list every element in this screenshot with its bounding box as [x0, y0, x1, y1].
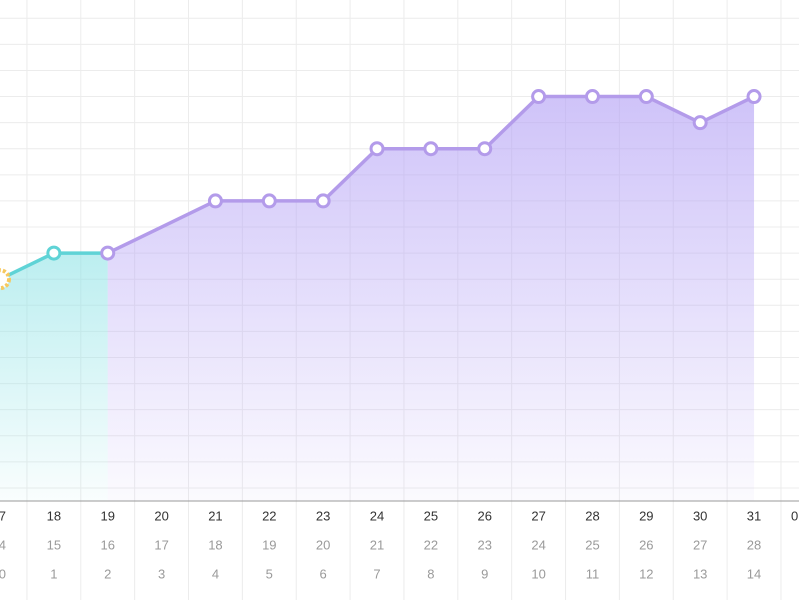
x-tick-label: 7 — [0, 508, 6, 523]
x-tick-label: 30 — [693, 508, 707, 523]
x-tick-label: 5 — [266, 566, 273, 581]
point — [746, 89, 762, 105]
x-tick-label: 23 — [316, 508, 330, 523]
x-tick-label: 26 — [478, 508, 492, 523]
x-tick-label: 27 — [693, 537, 707, 552]
point — [638, 89, 654, 105]
x-tick-label: 22 — [424, 537, 438, 552]
x-tick-label: 12 — [639, 566, 653, 581]
x-tick-label: 20 — [154, 508, 168, 523]
x-tick-label: 17 — [154, 537, 168, 552]
point — [261, 193, 277, 209]
x-tick-label: 4 — [212, 566, 219, 581]
point — [46, 245, 62, 261]
x-tick-label: 28 — [747, 537, 761, 552]
x-tick-label: 27 — [531, 508, 545, 523]
x-tick-label: 9 — [481, 566, 488, 581]
x-tick-label: 28 — [585, 508, 599, 523]
x-tick-label: 20 — [316, 537, 330, 552]
x-tick-label: 1 — [50, 566, 57, 581]
x-tick-label: 25 — [424, 508, 438, 523]
x-tick-label: 16 — [100, 537, 114, 552]
x-tick-label: 26 — [639, 537, 653, 552]
x-tick-label: 18 — [208, 537, 222, 552]
x-tick-label: 29 — [639, 508, 653, 523]
point — [531, 89, 547, 105]
x-tick-label: 7 — [373, 566, 380, 581]
x-tick-label: 21 — [208, 508, 222, 523]
x-tick-label: 0 — [0, 566, 6, 581]
x-tick-label: 14 — [747, 566, 761, 581]
x-tick-label: 24 — [531, 537, 545, 552]
x-tick-label: 21 — [370, 537, 384, 552]
current-marker — [0, 268, 11, 291]
area — [107, 96, 755, 501]
area — [0, 253, 108, 501]
point — [477, 141, 493, 157]
x-tick-label: 22 — [262, 508, 276, 523]
plot — [0, 89, 762, 501]
x-tick-label: 4 — [0, 537, 6, 552]
x-tick-label: 8 — [427, 566, 434, 581]
point — [692, 115, 708, 131]
x-tick-label: 0 — [791, 508, 798, 523]
x-tick-label: 24 — [370, 508, 384, 523]
x-tick-label: 13 — [693, 566, 707, 581]
x-tick-label: 23 — [478, 537, 492, 552]
x-tick-label: 2 — [104, 566, 111, 581]
x-tick-label: 6 — [320, 566, 327, 581]
x-tick-label: 19 — [262, 537, 276, 552]
x-tick-label: 15 — [47, 537, 61, 552]
x-tick-label: 25 — [585, 537, 599, 552]
point — [100, 245, 116, 261]
x-tick-label: 3 — [158, 566, 165, 581]
point — [584, 89, 600, 105]
point — [315, 193, 331, 209]
x-tick-label: 31 — [747, 508, 761, 523]
x-tick-label: 11 — [586, 566, 600, 581]
x-tick-label: 18 — [47, 508, 61, 523]
point — [423, 141, 439, 157]
point — [369, 141, 385, 157]
point — [207, 193, 223, 209]
x-tick-label: 10 — [531, 566, 545, 581]
x-tick-label: 19 — [100, 508, 114, 523]
